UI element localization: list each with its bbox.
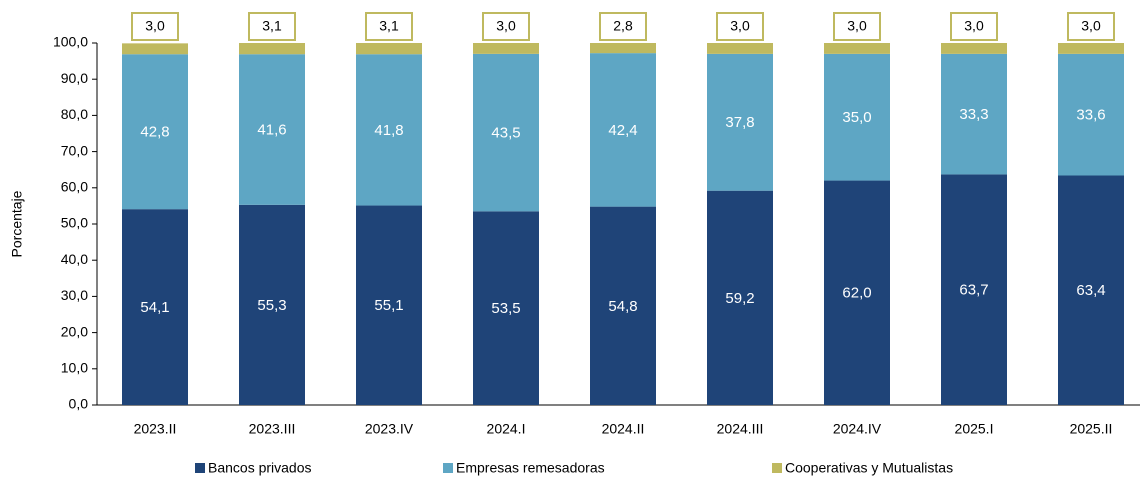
value-label: 3,1 (262, 18, 282, 34)
value-label-box (950, 12, 998, 41)
bar-segment (1058, 53, 1124, 176)
value-label: 63,7 (959, 282, 988, 299)
bar-segment (239, 43, 305, 55)
value-label: 35,0 (842, 109, 871, 126)
value-label: 37,8 (725, 114, 754, 131)
value-label-box (833, 12, 881, 41)
value-label-box (599, 12, 647, 41)
y-tick-label: 50,0 (61, 215, 88, 231)
value-label-box (1067, 12, 1115, 41)
bar-segment (1058, 43, 1124, 54)
bar-segment (122, 43, 188, 55)
bar-segment (590, 206, 656, 405)
bar-segment (824, 53, 890, 181)
x-tick-label: 2024.III (717, 421, 764, 437)
y-tick-label: 90,0 (61, 70, 88, 86)
bar-segment (473, 211, 539, 405)
bar-segment (239, 54, 305, 205)
x-tick-label: 2023.IV (365, 421, 414, 437)
bar-segment (941, 43, 1007, 54)
value-label: 53,5 (491, 300, 520, 317)
y-tick-label: 100,0 (53, 34, 88, 50)
value-label-box (716, 12, 764, 41)
x-tick-label: 2025.I (955, 421, 994, 437)
bar-segment (356, 54, 422, 206)
legend-swatch (195, 463, 205, 473)
value-label: 41,8 (374, 122, 403, 139)
bar-segment (941, 53, 1007, 175)
bar-segment (122, 209, 188, 405)
y-tick-label: 60,0 (61, 179, 88, 195)
legend-label: Empresas remesadoras (456, 460, 605, 476)
value-label: 3,0 (847, 18, 867, 34)
value-label: 55,1 (374, 297, 403, 314)
bar-segment (356, 43, 422, 55)
bar-segment (122, 54, 188, 210)
value-label: 3,1 (379, 18, 399, 34)
legend-label: Cooperativas y Mutualistas (785, 460, 953, 476)
value-label: 41,6 (257, 121, 286, 138)
x-tick-label: 2023.II (134, 421, 177, 437)
value-label: 33,3 (959, 106, 988, 123)
value-label: 42,4 (608, 122, 637, 139)
y-tick-label: 40,0 (61, 251, 88, 267)
y-axis-label: Porcentaje (9, 190, 25, 257)
value-label: 33,6 (1076, 107, 1105, 124)
value-label-box (365, 12, 413, 41)
x-tick-label: 2025.II (1070, 421, 1113, 437)
bar-segment (707, 53, 773, 191)
value-label: 43,5 (491, 125, 520, 142)
value-label: 59,2 (725, 290, 754, 307)
legend-label: Bancos privados (208, 460, 312, 476)
y-tick-label: 30,0 (61, 287, 88, 303)
bar-segment (590, 53, 656, 207)
value-label: 3,0 (730, 18, 750, 34)
value-label: 63,4 (1076, 282, 1105, 299)
value-label-box (248, 12, 296, 41)
y-tick-label: 70,0 (61, 142, 88, 158)
y-tick-label: 10,0 (61, 360, 88, 376)
value-label: 3,0 (1081, 18, 1101, 34)
bar-segment (590, 43, 656, 54)
legend-swatch (443, 463, 453, 473)
bar-segment (941, 174, 1007, 405)
bar-segment (473, 43, 539, 54)
bar-segment (707, 190, 773, 405)
value-label: 62,0 (842, 285, 871, 302)
bar-segment (1058, 175, 1124, 405)
bar-segment (824, 180, 890, 405)
value-label-box (131, 12, 179, 41)
x-tick-label: 2024.I (487, 421, 526, 437)
value-label: 42,8 (140, 124, 169, 141)
value-label: 54,1 (140, 299, 169, 316)
bar-segment (707, 43, 773, 54)
value-label-box (482, 12, 530, 41)
x-tick-label: 2024.II (602, 421, 645, 437)
value-label: 3,0 (964, 18, 984, 34)
value-label: 54,8 (608, 298, 637, 315)
y-tick-label: 80,0 (61, 106, 88, 122)
value-label: 3,0 (496, 18, 516, 34)
bar-segment (239, 204, 305, 405)
value-label: 55,3 (257, 297, 286, 314)
bar-segment (356, 205, 422, 405)
value-label: 3,0 (145, 18, 165, 34)
x-tick-label: 2024.IV (833, 421, 882, 437)
bar-segment (473, 53, 539, 212)
y-tick-label: 20,0 (61, 323, 88, 339)
x-tick-label: 2023.III (249, 421, 296, 437)
legend-swatch (772, 463, 782, 473)
bar-segment (824, 43, 890, 54)
value-label: 2,8 (613, 18, 633, 34)
y-tick-label: 0,0 (69, 396, 89, 412)
